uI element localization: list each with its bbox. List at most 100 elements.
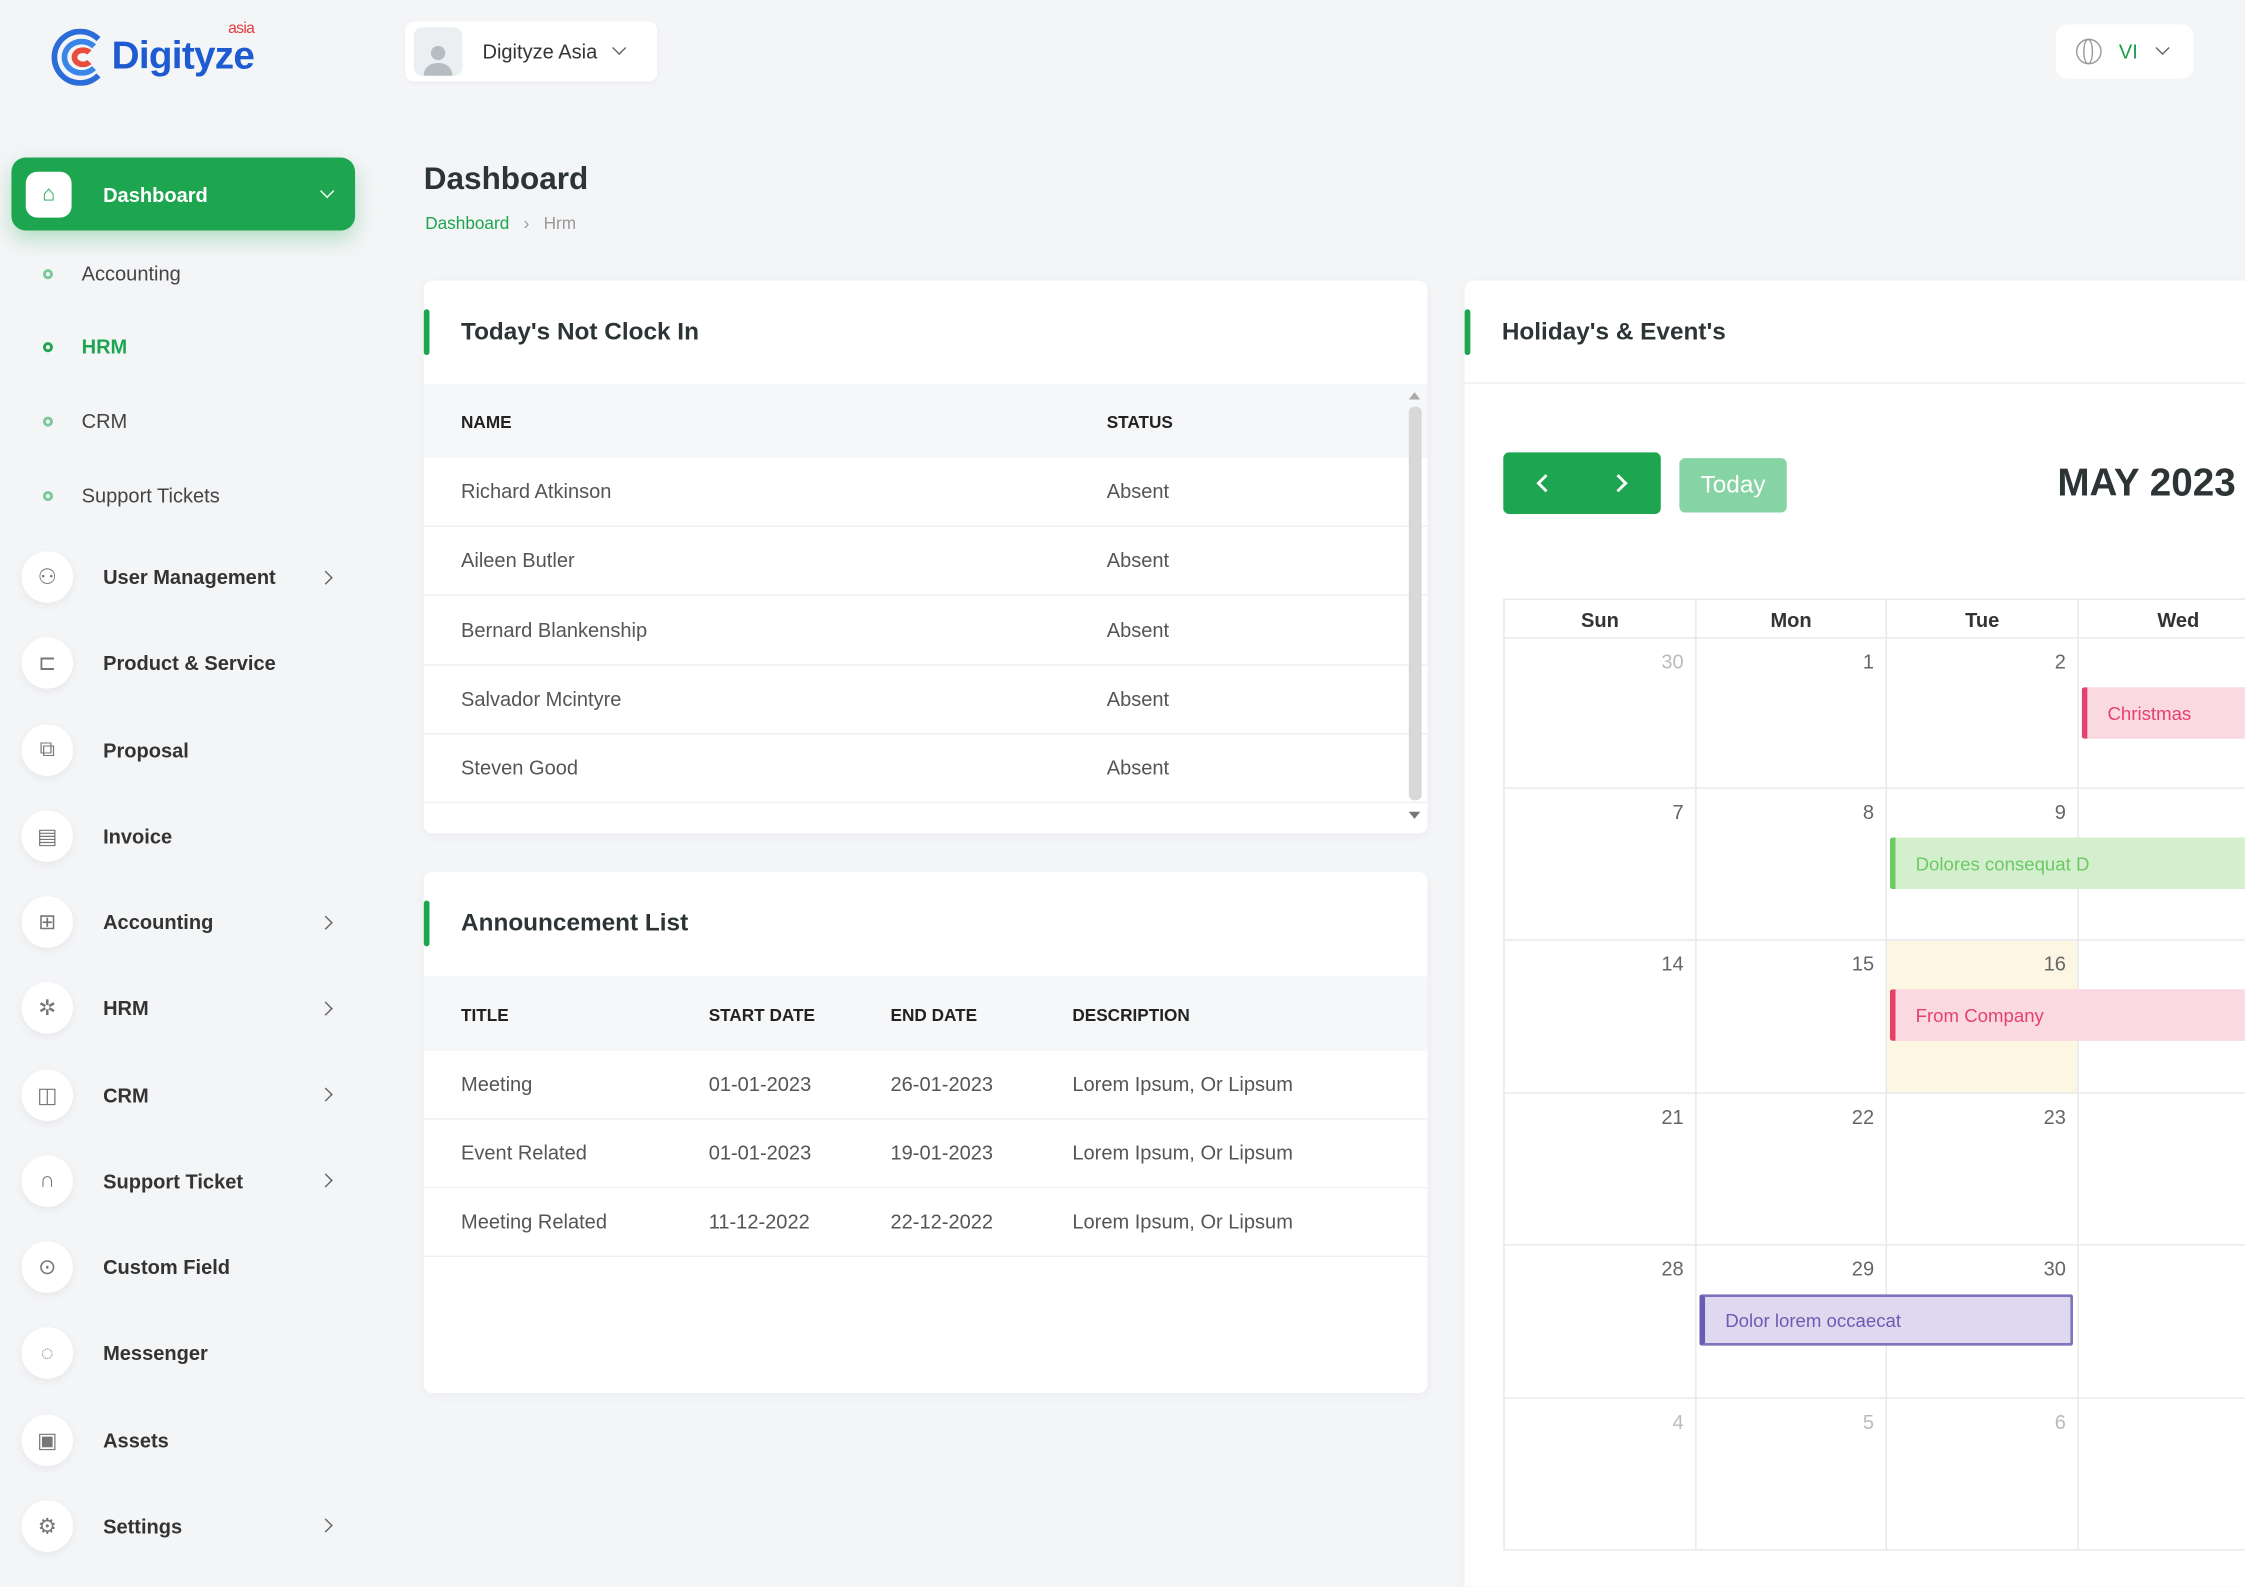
- day-number: 10: [2244, 800, 2245, 823]
- sidebar-item-product-service[interactable]: ⊏ Product & Service: [21, 637, 350, 690]
- calendar-day[interactable]: 6: [1885, 1398, 2078, 1551]
- attendance-status: Absent: [1106, 687, 1170, 710]
- day-number: 17: [2244, 952, 2245, 975]
- calendar-day[interactable]: 22: [1695, 1093, 1886, 1246]
- not-clock-in-card: Today's Not Clock In NAME STATUS Richard…: [423, 280, 1428, 834]
- employee-name: Steven Good: [461, 756, 579, 780]
- calendar-day[interactable]: 28: [1503, 1245, 1696, 1399]
- calendar-day[interactable]: 23: [1885, 1093, 2078, 1246]
- sidebar-item-messenger[interactable]: ◌ Messenger: [21, 1327, 350, 1380]
- calendar-day[interactable]: 24: [2077, 1093, 2245, 1246]
- day-number: 4: [1672, 1410, 1684, 1434]
- calendar-day[interactable]: 4: [1503, 1398, 1696, 1551]
- sidebar-item-label: Messenger: [103, 1341, 208, 1365]
- attendance-status: Absent: [1106, 617, 1170, 641]
- day-number: 7: [1672, 800, 1684, 824]
- column-header-end-date: END DATE: [890, 1005, 978, 1026]
- sidebar-item-hrm[interactable]: ✲ HRM: [21, 982, 350, 1035]
- description: Lorem Ipsum, Or Lipsum: [1072, 1141, 1293, 1164]
- day-number: 24: [2244, 1105, 2245, 1128]
- calendar-event[interactable]: Dolores consequat D: [1889, 837, 2245, 890]
- scroll-up-icon[interactable]: [1408, 392, 1421, 400]
- chevron-left-icon: [1536, 474, 1555, 493]
- employee-name: Salvador Mcintyre: [461, 687, 622, 710]
- attendance-status: Absent: [1106, 479, 1170, 503]
- bullet-icon: [42, 268, 53, 279]
- day-number: 8: [1862, 800, 1875, 824]
- accounting-icon: ⊞: [21, 896, 74, 948]
- calendar-day[interactable]: 1: [1695, 638, 1886, 789]
- attendance-status: Absent: [1106, 548, 1170, 572]
- breadcrumb-link-dashboard[interactable]: Dashboard: [425, 213, 510, 234]
- end-date: 22-12-2022: [890, 1209, 994, 1233]
- chevron-right-icon: [1609, 474, 1628, 493]
- bullet-icon: [42, 415, 53, 426]
- sidebar-item-invoice[interactable]: ▤ Invoice: [21, 809, 350, 862]
- calendar-day[interactable]: 3: [2077, 638, 2245, 789]
- sidebar-item-accounting[interactable]: ⊞ Accounting: [21, 896, 350, 948]
- sidebar-item-support-ticket[interactable]: ∩ Support Ticket: [21, 1155, 350, 1207]
- company-selector[interactable]: Digityze Asia: [405, 21, 658, 82]
- sidebar-item-dashboard[interactable]: ⌂ Dashboard: [11, 157, 356, 231]
- calendar-day[interactable]: 2: [1885, 638, 2078, 789]
- chevron-down-icon: [320, 183, 335, 198]
- employee-name: Richard Atkinson: [461, 479, 612, 503]
- table-scrollbar[interactable]: [1407, 387, 1422, 1117]
- calendar-day[interactable]: 5: [1695, 1398, 1886, 1551]
- chevron-right-icon: [318, 1518, 333, 1533]
- sidebar-item-label: Accounting: [103, 910, 214, 934]
- sidebar-item-assets[interactable]: ▣ Assets: [21, 1413, 350, 1466]
- calendar-day[interactable]: 7: [1503, 788, 1696, 941]
- day-number: 30: [2043, 1257, 2066, 1280]
- sidebar-item-proposal[interactable]: ⧉ Proposal: [21, 723, 350, 776]
- calendar-day[interactable]: 7: [2077, 1398, 2245, 1551]
- logo-mark-icon: [51, 26, 109, 86]
- chevron-right-icon: [318, 569, 333, 585]
- bullet-icon: [42, 341, 53, 352]
- description: Lorem Ipsum, Or Lipsum: [1072, 1072, 1293, 1096]
- calendar-day[interactable]: 31: [2077, 1245, 2245, 1399]
- prev-month-button[interactable]: [1503, 452, 1582, 514]
- sidebar-subitem-hrm[interactable]: HRM: [42, 335, 127, 358]
- scroll-thumb[interactable]: [1408, 406, 1422, 801]
- day-number: 31: [2244, 1257, 2245, 1280]
- calendar-day[interactable]: 30: [1503, 638, 1696, 789]
- sidebar-item-crm[interactable]: ◫ CRM: [21, 1068, 350, 1121]
- proposal-icon: ⧉: [21, 723, 74, 776]
- calendar-event[interactable]: Dolor lorem occaecat: [1699, 1294, 2074, 1346]
- language-code: VI: [2118, 40, 2138, 63]
- next-month-button[interactable]: [1582, 452, 1661, 514]
- today-button[interactable]: Today: [1679, 458, 1787, 513]
- sidebar-item-custom-field[interactable]: ⊙ Custom Field: [21, 1241, 350, 1293]
- breadcrumb-separator-icon: ›: [523, 213, 530, 234]
- table-row: Salvador Mcintyre Absent: [423, 666, 1428, 735]
- calendar-event[interactable]: Christmas: [2081, 687, 2245, 739]
- employee-name: Aileen Butler: [461, 548, 575, 572]
- calendar-day[interactable]: 29: [1695, 1245, 1886, 1399]
- calendar-day[interactable]: 15: [1695, 940, 1886, 1094]
- calendar-day[interactable]: 8: [1695, 788, 1886, 941]
- sidebar-subitem-crm[interactable]: CRM: [42, 409, 127, 432]
- column-header-title: TITLE: [461, 1005, 509, 1026]
- sidebar-item-user-management[interactable]: ⚇ User Management: [21, 551, 350, 603]
- sidebar-subitem-accounting[interactable]: Accounting: [42, 262, 181, 285]
- scroll-down-icon[interactable]: [1408, 811, 1421, 819]
- sidebar-item-label: CRM: [103, 1083, 149, 1106]
- calendar-day[interactable]: 9: [1885, 788, 2078, 941]
- announcement-title: Meeting Related: [461, 1209, 607, 1233]
- breadcrumb-current: Hrm: [543, 213, 577, 234]
- calendar-event[interactable]: From Company: [1889, 989, 2245, 1041]
- language-selector[interactable]: VI: [2055, 24, 2194, 79]
- sidebar-item-settings[interactable]: ⚙ Settings: [21, 1500, 350, 1552]
- brand-logo[interactable]: Digityze asia: [51, 19, 255, 86]
- sidebar-item-label: Dashboard: [103, 182, 208, 206]
- day-number: 23: [2043, 1105, 2066, 1129]
- home-icon: ⌂: [25, 171, 72, 217]
- sidebar-item-label: Invoice: [103, 824, 173, 848]
- calendar-day[interactable]: 14: [1503, 940, 1696, 1094]
- announcement-title: Event Related: [461, 1141, 587, 1164]
- table-row: Aileen Butler Absent: [423, 527, 1428, 597]
- calendar-day[interactable]: 21: [1503, 1093, 1696, 1246]
- table-row: Meeting 01-01-2023 26-01-2023 Lorem Ipsum, …: [423, 1051, 1428, 1120]
- sidebar-subitem-support-tickets[interactable]: Support Tickets: [42, 484, 220, 507]
